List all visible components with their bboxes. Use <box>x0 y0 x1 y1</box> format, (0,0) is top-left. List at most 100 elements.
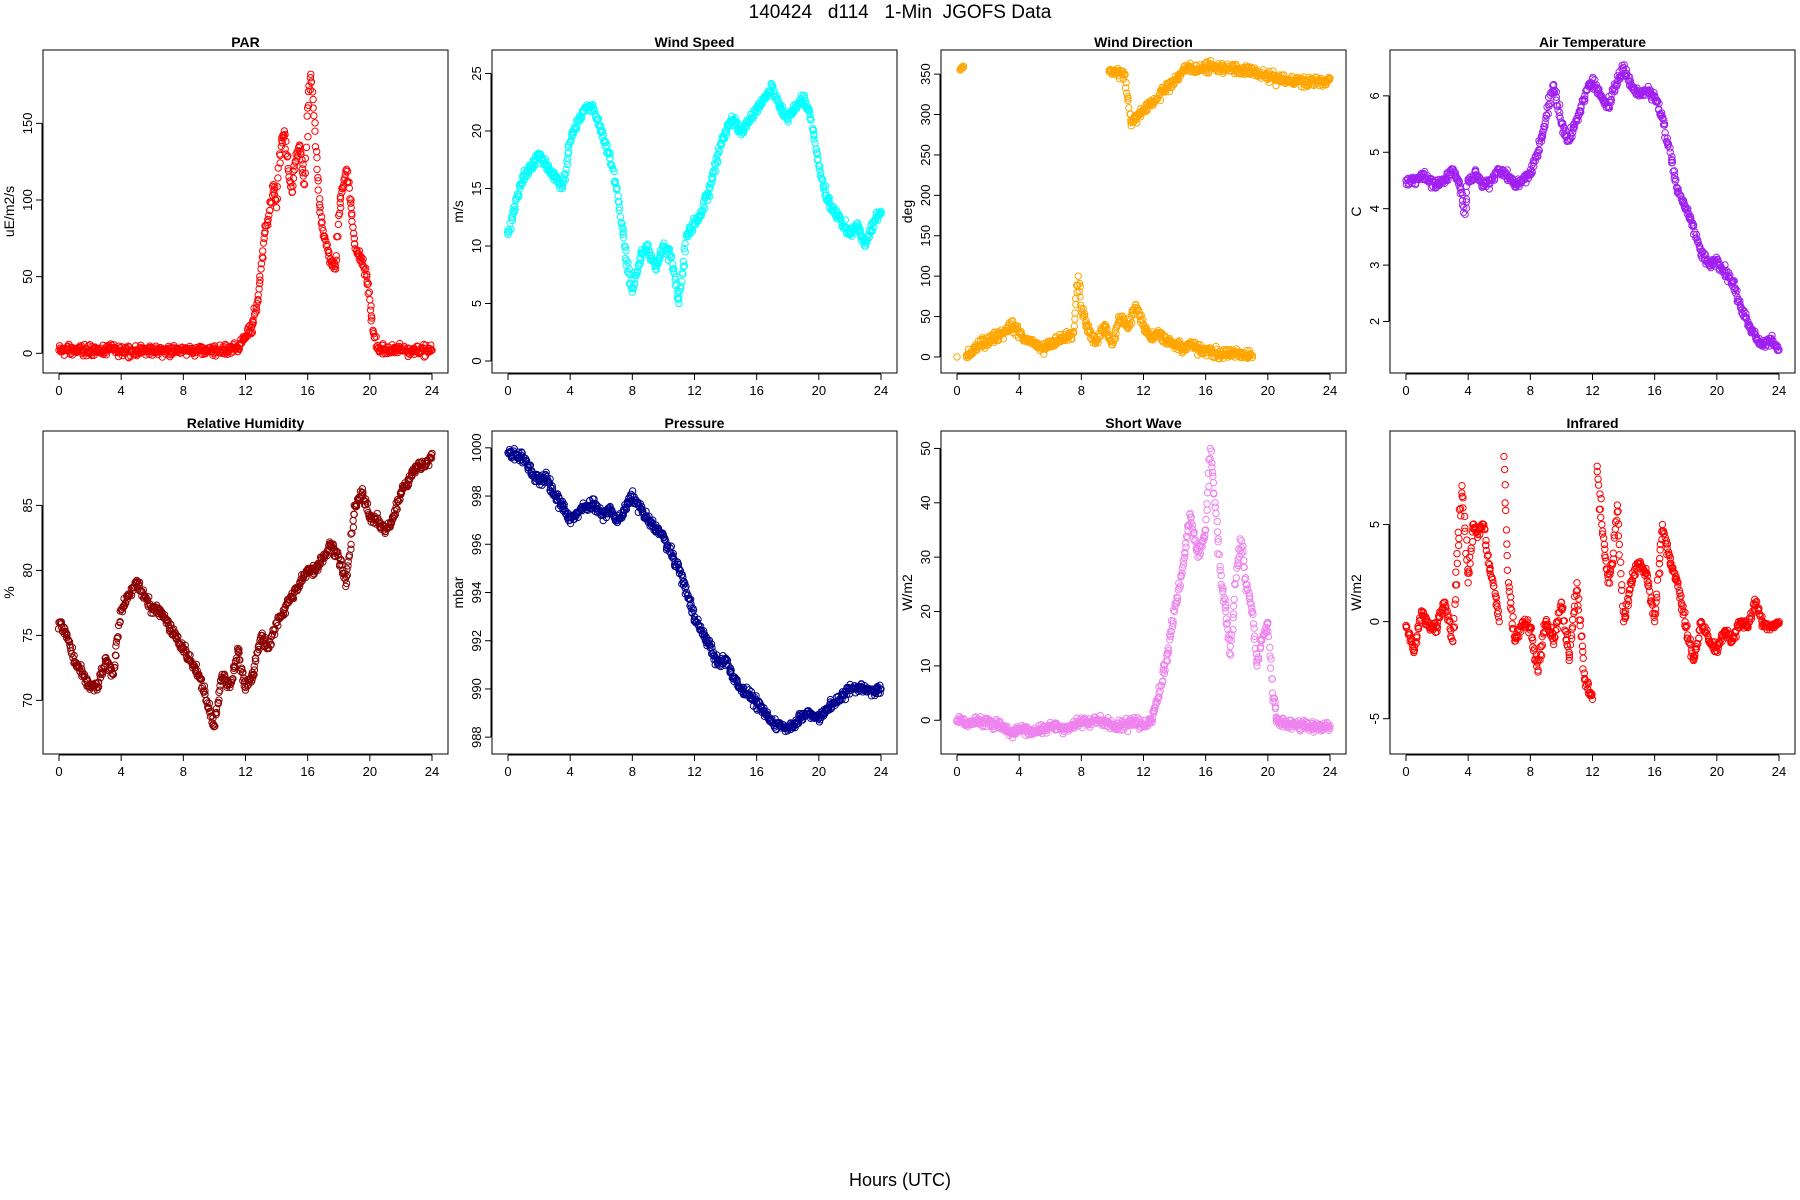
data-point <box>216 686 224 694</box>
data-point <box>205 699 214 708</box>
data-point <box>428 346 436 354</box>
data-point <box>289 174 298 183</box>
data-point <box>343 167 352 176</box>
data-point <box>259 247 267 255</box>
chart-title: PAR <box>231 34 260 50</box>
data-point <box>334 220 343 229</box>
data-point <box>684 591 692 600</box>
data-point <box>773 92 781 100</box>
x-tick-label: 12 <box>687 764 701 779</box>
data-point <box>561 506 569 515</box>
data-point <box>1649 91 1657 99</box>
data-point <box>250 662 258 670</box>
data-point <box>234 644 242 653</box>
x-tick-label: 8 <box>629 764 636 779</box>
plot-frame <box>940 430 1347 755</box>
data-point <box>82 351 91 360</box>
data-point <box>526 461 535 469</box>
data-point <box>511 205 519 214</box>
data-point <box>427 347 435 355</box>
data-point <box>809 126 818 134</box>
chart-title: Wind Direction <box>1094 34 1193 50</box>
data-point <box>667 252 676 261</box>
data-point <box>1070 322 1079 330</box>
data-point <box>427 341 435 349</box>
x-tick-label: 24 <box>874 764 888 779</box>
data-point <box>335 209 344 218</box>
data-point <box>1546 99 1554 108</box>
x-tick-label: 16 <box>1647 383 1661 398</box>
data-point <box>1731 285 1740 293</box>
data-point <box>1552 93 1561 101</box>
data-point <box>1248 353 1257 362</box>
y-tick-label: 1000 <box>469 433 484 462</box>
data-point <box>309 571 317 579</box>
y-axis-label: W/m2 <box>899 574 915 611</box>
data-point <box>318 224 326 232</box>
data-point <box>504 226 513 234</box>
data-point <box>1124 96 1132 105</box>
data-point <box>305 82 313 90</box>
data-point <box>239 668 247 677</box>
data-point <box>368 314 376 322</box>
data-point <box>134 577 142 586</box>
data-point <box>428 449 436 458</box>
data-point <box>622 247 630 255</box>
data-point <box>364 289 372 298</box>
data-point <box>666 250 674 258</box>
y-tick-label: 350 <box>918 63 933 85</box>
data-point <box>255 285 263 293</box>
data-point <box>1196 340 1204 349</box>
data-point <box>1071 315 1079 323</box>
data-point <box>733 676 741 684</box>
y-axis-label: deg <box>899 200 915 223</box>
data-point <box>707 640 716 648</box>
data-point <box>427 454 436 462</box>
data-point <box>876 681 884 690</box>
data-point <box>235 345 243 354</box>
data-point <box>273 195 282 203</box>
data-point <box>1450 168 1459 177</box>
data-point <box>599 131 608 139</box>
data-point <box>308 88 317 96</box>
data-point <box>999 335 1007 343</box>
data-point <box>1625 73 1634 81</box>
data-point <box>320 552 329 560</box>
y-tick-label: 300 <box>918 104 933 126</box>
data-point <box>387 519 395 528</box>
data-point <box>1674 185 1682 193</box>
data-point <box>332 256 341 264</box>
data-point <box>291 166 299 174</box>
x-tick-label: 16 <box>749 383 763 398</box>
data-point <box>361 266 369 274</box>
page-title: 140424 d114 1-Min JGOFS Data <box>748 2 1052 23</box>
data-point <box>1657 109 1666 117</box>
data-point <box>1549 81 1558 90</box>
data-point <box>302 143 311 152</box>
data-point <box>281 130 289 139</box>
data-point <box>1178 564 1187 572</box>
data-point <box>334 232 342 241</box>
data-point <box>295 147 303 155</box>
data-point <box>1175 337 1184 345</box>
data-point <box>1535 146 1543 154</box>
data-point <box>373 509 381 518</box>
data-point <box>267 640 275 649</box>
data-point <box>273 182 281 191</box>
data-point <box>1125 104 1133 112</box>
data-point <box>322 242 331 250</box>
data-point <box>619 234 628 242</box>
data-point <box>1668 158 1677 167</box>
x-tick-label: 24 <box>425 383 439 398</box>
y-axis-label: mbar <box>450 576 466 608</box>
data-point <box>347 199 355 207</box>
data-point <box>313 165 321 174</box>
data-point <box>680 262 689 270</box>
data-point <box>1734 295 1743 304</box>
data-point <box>350 510 358 518</box>
data-point <box>1127 318 1136 327</box>
data-point <box>1661 134 1669 142</box>
y-tick-label: 50 <box>20 269 35 283</box>
